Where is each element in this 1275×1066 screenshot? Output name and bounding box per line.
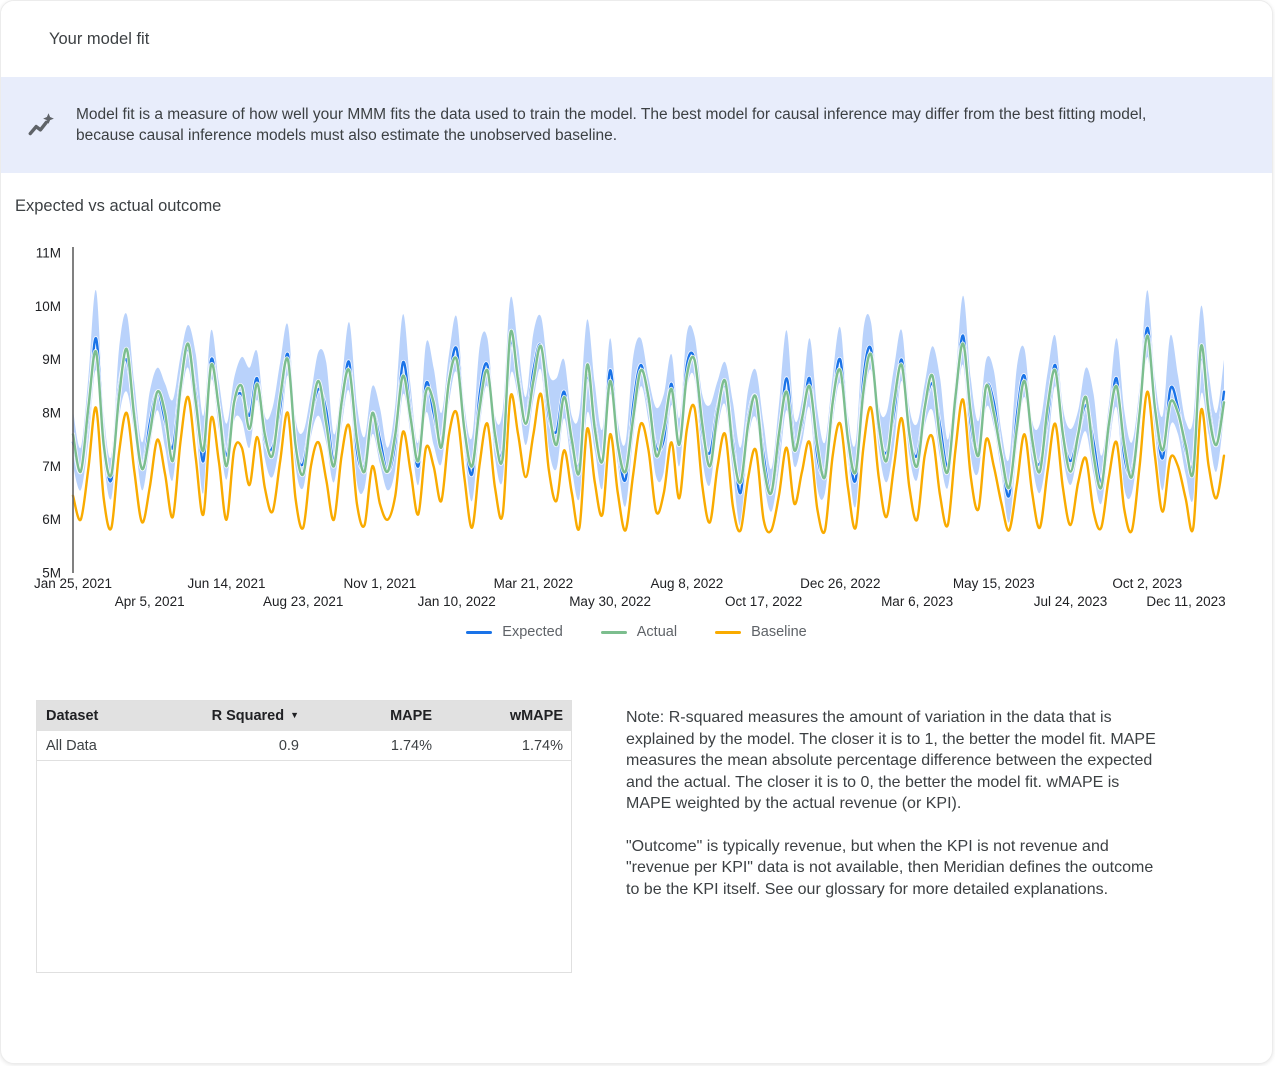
- legend-label: Baseline: [751, 624, 807, 640]
- note-paragraph-2: "Outcome" is typically revenue, but when…: [626, 837, 1154, 898]
- x-tick-label: Jan 10, 2022: [418, 594, 496, 609]
- cell-dataset: All Data: [46, 737, 97, 754]
- y-tick-label: 8M: [42, 406, 61, 421]
- x-tick-label: Dec 26, 2022: [800, 576, 880, 591]
- x-tick-label: May 15, 2023: [953, 576, 1035, 591]
- y-tick-label: 11M: [36, 246, 61, 261]
- y-tick-label: 10M: [35, 299, 61, 314]
- legend-item-actual: Actual: [600, 624, 678, 640]
- chart-area: 5M 6M 7M 8M 9M 10M 11M Jan 25, 2021 Apr 5, 2021 J…: [1, 236, 1272, 616]
- legend-item-expected: Expected: [466, 624, 563, 640]
- x-tick-label: Jul 24, 2023: [1034, 594, 1108, 609]
- table-row: All Data 0.9 1.74% 1.74%: [37, 731, 571, 761]
- cell-wmape: 1.74%: [521, 737, 563, 754]
- chart-legend: Expected Actual Baseline: [1, 624, 1272, 640]
- x-tick-label: Apr 5, 2021: [115, 594, 185, 609]
- info-banner: Model fit is a measure of how well your …: [1, 77, 1272, 173]
- column-header-wmape: wMAPE: [509, 708, 563, 724]
- insights-icon: [25, 109, 57, 141]
- column-header-dataset: Dataset: [46, 708, 99, 724]
- note-paragraph-1: Note: R-squared measures the amount of v…: [626, 709, 1156, 812]
- y-tick-label: 6M: [42, 512, 61, 527]
- summary-section: Dataset R Squared ▼ MAPE wMAPE All Data 0…: [1, 700, 1272, 973]
- table-header-row: Dataset R Squared ▼ MAPE wMAPE: [37, 701, 571, 731]
- baseline-line: [71, 390, 1226, 534]
- actual-line: [71, 329, 1226, 496]
- info-banner-text: Model fit is a measure of how well your …: [76, 106, 1147, 144]
- x-tick-label: Nov 1, 2021: [343, 576, 416, 591]
- legend-label: Actual: [636, 624, 678, 640]
- x-tick-label: Mar 6, 2023: [881, 594, 953, 609]
- y-tick-label: 7M: [42, 459, 61, 474]
- model-fit-table: Dataset R Squared ▼ MAPE wMAPE All Data 0…: [36, 700, 572, 973]
- cell-r-squared: 0.9: [278, 737, 299, 754]
- y-tick-label: 9M: [42, 352, 61, 367]
- y-tick-label: 5M: [42, 566, 61, 581]
- column-header-mape: MAPE: [390, 708, 432, 724]
- x-tick-label: Oct 17, 2022: [725, 594, 802, 609]
- x-tick-label: Jun 14, 2021: [187, 576, 265, 591]
- chart-title: Expected vs actual outcome: [15, 197, 222, 215]
- x-tick-label: Aug 23, 2021: [263, 594, 343, 609]
- column-header-r-squared[interactable]: R Squared ▼: [211, 708, 299, 724]
- x-tick-label: Dec 11, 2023: [1146, 594, 1225, 609]
- x-tick-label: May 30, 2022: [569, 594, 651, 609]
- baseline-swatch: [715, 630, 742, 634]
- explanatory-note: Note: R-squared measures the amount of v…: [626, 700, 1160, 900]
- page-title: Your model fit: [49, 29, 150, 48]
- expected-swatch: [466, 630, 493, 634]
- x-tick-label: Oct 2, 2023: [1112, 576, 1182, 591]
- legend-label: Expected: [502, 624, 563, 640]
- x-tick-label: Aug 8, 2022: [650, 576, 723, 591]
- x-tick-label: Jan 25, 2021: [34, 576, 112, 591]
- x-tick-label: Mar 21, 2022: [494, 576, 574, 591]
- actual-swatch: [600, 630, 627, 634]
- sort-descending-icon[interactable]: ▼: [290, 710, 299, 720]
- cell-mape: 1.74%: [390, 737, 432, 754]
- legend-item-baseline: Baseline: [715, 624, 807, 640]
- page-header: Your model fit: [1, 1, 1272, 77]
